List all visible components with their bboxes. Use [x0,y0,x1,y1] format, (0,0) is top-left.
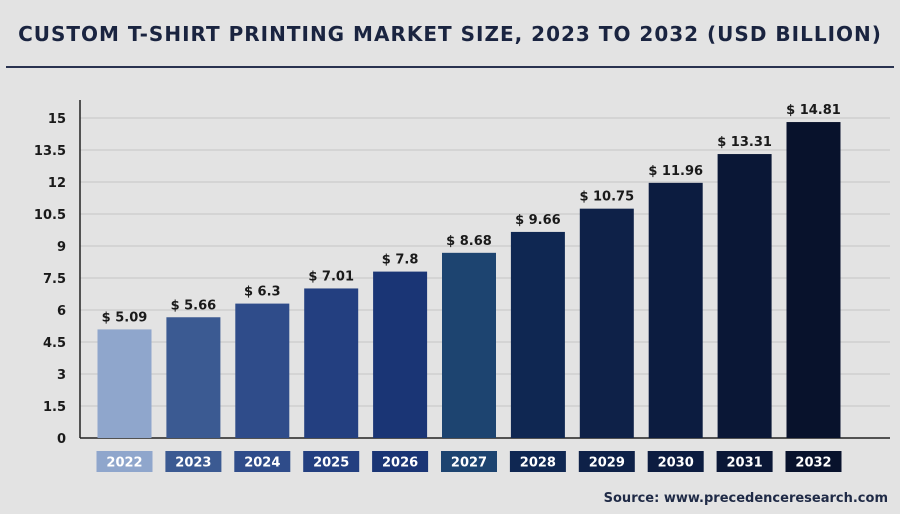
y-tick-label: 13.5 [34,144,66,159]
bar-2031 [717,154,772,438]
bar-2022 [97,329,152,438]
x-category-tag [647,451,704,472]
data-label: $ 10.75 [579,190,634,205]
y-tick-label: 4.5 [43,336,66,351]
y-tick-label: 1.5 [43,400,66,415]
y-tick-label: 12 [48,176,66,191]
x-tick-label: 2028 [520,456,556,471]
y-tick-label: 0 [57,432,66,447]
data-label: $ 7.01 [308,269,354,284]
chart-title: CUSTOM T-SHIRT PRINTING MARKET SIZE, 202… [18,22,882,46]
bar-2032 [786,122,841,438]
y-tick-label: 9 [57,240,66,255]
y-tick-label: 6 [57,304,66,319]
x-tick-label: 2031 [727,456,763,471]
x-tick-label: 2024 [244,456,280,471]
x-tick-label: 2032 [795,456,831,471]
data-label: $ 11.96 [648,164,703,179]
bar-2028 [510,231,565,438]
x-tick-label: 2029 [589,456,625,471]
x-tick-label: 2022 [106,456,142,471]
data-label: $ 5.09 [102,310,148,325]
x-category-tag [303,451,360,472]
bar-2029 [579,208,634,438]
data-label: $ 9.66 [515,213,561,228]
data-label: $ 5.66 [171,298,217,313]
x-tick-label: 2027 [451,456,487,471]
y-tick-label: 3 [57,368,66,383]
x-category-tag [509,451,566,472]
x-category-tag [165,451,222,472]
bar-2025 [304,288,359,438]
x-tick-label: 2023 [175,456,211,471]
x-tick-label: 2025 [313,456,349,471]
bar-2024 [235,303,290,438]
y-tick-label: 7.5 [43,272,66,287]
data-label: $ 7.8 [382,253,419,268]
y-tick-label: 15 [48,112,66,127]
bar-2027 [442,252,496,438]
bar-2030 [648,182,703,438]
data-label: $ 14.81 [786,103,841,118]
source-credit: Source: www.precedenceresearch.com [603,491,888,506]
x-category-tag [96,451,153,472]
title-divider [6,66,894,68]
x-category-tag [441,451,497,472]
bar-2026 [373,271,428,438]
data-label: $ 8.68 [446,234,492,249]
data-label: $ 6.3 [244,285,281,300]
x-category-tag [372,451,429,472]
x-category-tag [234,451,291,472]
x-category-tag [578,451,635,472]
data-label: $ 13.31 [717,135,772,150]
x-category-tag [716,451,773,472]
x-tick-label: 2026 [382,456,418,471]
bar-2023 [166,317,221,438]
y-tick-label: 10.5 [34,208,66,223]
x-category-tag [785,451,842,472]
x-tick-label: 2030 [658,456,694,471]
